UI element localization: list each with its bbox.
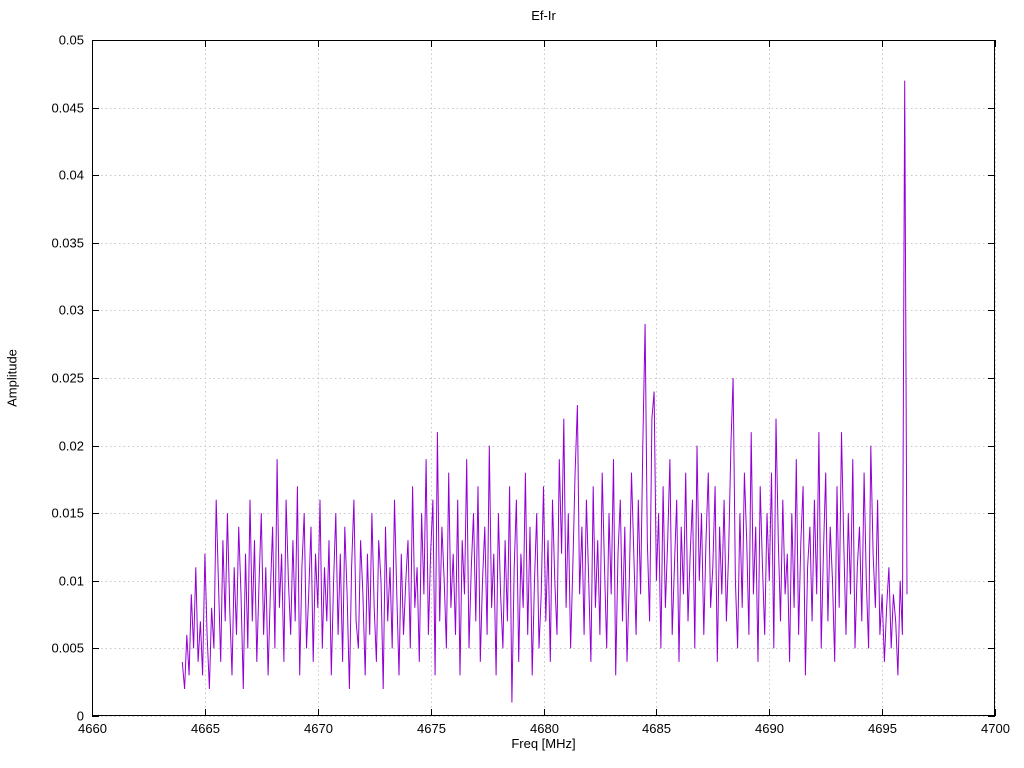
y-tick-label: 0.045 — [51, 101, 84, 116]
x-tick-label: 4660 — [78, 721, 107, 736]
x-tick-label: 4695 — [868, 721, 897, 736]
x-tick-label: 4670 — [304, 721, 333, 736]
y-tick-label: 0.005 — [51, 641, 84, 656]
y-tick-label: 0.05 — [59, 33, 84, 48]
x-tick-label: 4680 — [530, 721, 559, 736]
y-tick-label: 0.025 — [51, 371, 84, 386]
y-tick-label: 0.02 — [59, 439, 84, 454]
x-tick-label: 4685 — [642, 721, 671, 736]
y-tick-label: 0.03 — [59, 303, 84, 318]
y-tick-label: 0.035 — [51, 236, 84, 251]
x-axis-label: Freq [MHz] — [511, 736, 576, 751]
y-tick-label: 0.04 — [59, 168, 84, 183]
x-tick-label: 4675 — [417, 721, 446, 736]
x-tick-label: 4665 — [191, 721, 220, 736]
y-tick-label: 0 — [77, 709, 84, 724]
chart-title: Ef-Ir — [531, 8, 556, 23]
y-tick-label: 0.01 — [59, 574, 84, 589]
x-tick-label: 4700 — [981, 721, 1010, 736]
x-tick-label: 4690 — [755, 721, 784, 736]
series-line — [181, 80, 908, 703]
y-tick-label: 0.015 — [51, 506, 84, 521]
